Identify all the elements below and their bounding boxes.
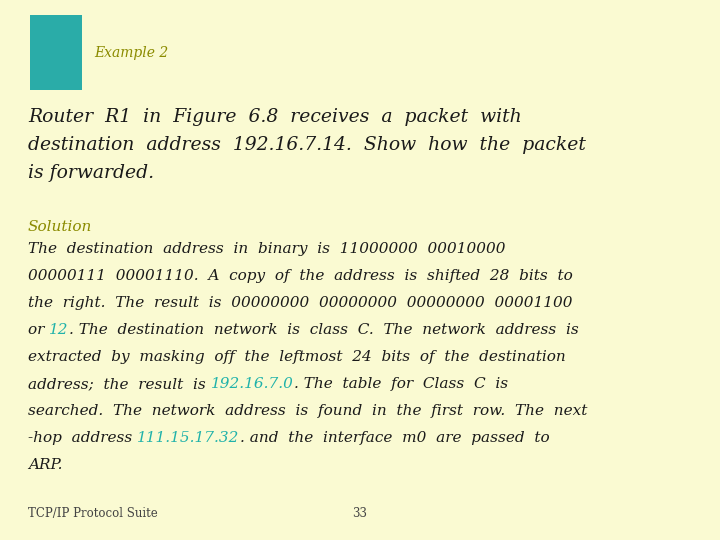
Text: or: or — [28, 323, 49, 337]
Text: is forwarded.: is forwarded. — [28, 164, 154, 182]
Text: destination  address  192.16.7.14.  Show  how  the  packet: destination address 192.16.7.14. Show ho… — [28, 136, 586, 154]
Text: extracted  by  masking  off  the  leftmost  24  bits  of  the  destination: extracted by masking off the leftmost 24… — [28, 350, 566, 364]
Text: -hop  address: -hop address — [28, 431, 137, 445]
Text: 192.16.7.0: 192.16.7.0 — [211, 377, 294, 391]
Text: 33: 33 — [353, 507, 367, 520]
Text: address;  the  result  is: address; the result is — [28, 377, 211, 391]
Text: . and  the  interface  m0  are  passed  to: . and the interface m0 are passed to — [240, 431, 549, 445]
Text: . The  table  for  Class  C  is: . The table for Class C is — [294, 377, 508, 391]
Text: 111.15.17.32: 111.15.17.32 — [137, 431, 240, 445]
Text: the  right.  The  result  is  00000000  00000000  00000000  00001100: the right. The result is 00000000 000000… — [28, 296, 572, 310]
Text: 12: 12 — [49, 323, 68, 337]
Text: Solution: Solution — [28, 220, 92, 234]
Text: searched.  The  network  address  is  found  in  the  first  row.  The  next: searched. The network address is found i… — [28, 404, 588, 418]
Text: ARP.: ARP. — [28, 458, 63, 472]
FancyBboxPatch shape — [30, 15, 82, 90]
Text: The  destination  address  in  binary  is  11000000  00010000: The destination address in binary is 110… — [28, 242, 505, 256]
Text: . The  destination  network  is  class  C.  The  network  address  is: . The destination network is class C. Th… — [68, 323, 578, 337]
Text: TCP/IP Protocol Suite: TCP/IP Protocol Suite — [28, 507, 158, 520]
Text: 00000111  00001110.  A  copy  of  the  address  is  shifted  28  bits  to: 00000111 00001110. A copy of the address… — [28, 269, 572, 283]
Text: Router  R1  in  Figure  6.8  receives  a  packet  with: Router R1 in Figure 6.8 receives a packe… — [28, 108, 522, 126]
Text: Example 2: Example 2 — [94, 45, 168, 59]
